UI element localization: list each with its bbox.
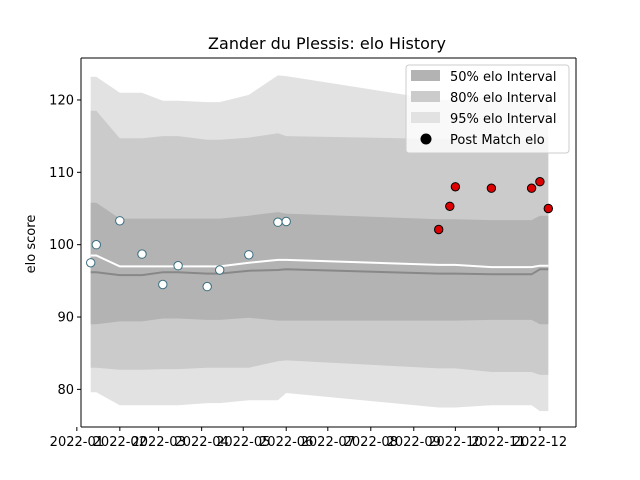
legend-label-1: 80% elo Interval (450, 91, 557, 106)
data-point-2022-03-04 (158, 279, 168, 290)
data-point-2022-02-01 (115, 216, 125, 226)
x-tick-label-2022-10: 2022-10 (428, 435, 482, 450)
data-point-2022-05-26 (273, 217, 283, 227)
y-tick-label-90: 90 (57, 311, 74, 326)
x-tick-label-2022-11: 2022-11 (471, 435, 525, 450)
data-point-2022-01-15 (91, 240, 102, 250)
x-tick-label-2022-09: 2022-09 (387, 435, 441, 450)
band-50 (90, 202, 549, 325)
x-tick-label-2022-01: 2022-01 (50, 435, 104, 450)
data-point-2022-04-05 (202, 281, 212, 292)
legend-box (405, 64, 570, 154)
x-tick-label-2022-06: 2022-06 (259, 435, 313, 450)
legend-swatch-2 (411, 112, 440, 123)
legend-swatch-0 (411, 70, 440, 81)
data-point-2022-04-14 (215, 265, 225, 275)
data-point-2022-09-19 (434, 224, 444, 235)
x-tick-label-2022-04: 2022-04 (174, 435, 228, 450)
chart-title: Zander du Plessis: elo History (208, 34, 446, 53)
data-point-2022-03-15 (173, 261, 183, 271)
x-tick-label-2022-02: 2022-02 (93, 435, 147, 450)
y-tick-label-80: 80 (57, 383, 74, 398)
legend-label-2: 95% elo Interval (450, 112, 557, 127)
data-point-2022-11-25 (526, 183, 537, 193)
x-tick-label-2022-12: 2022-12 (513, 435, 567, 450)
post-match-points (86, 177, 553, 292)
legend: 50% elo Interval 80% elo Interval 95% elo … (405, 64, 570, 154)
data-point-2022-10-27 (486, 183, 497, 193)
mean-line (90, 254, 549, 269)
data-point-2022-09-27 (445, 201, 455, 212)
median-line (90, 268, 549, 277)
y-tick-label-120: 120 (49, 93, 74, 108)
data-point-2022-02-17 (137, 249, 147, 259)
legend-marker-3 (420, 133, 432, 145)
data-point-2022-01-11 (86, 258, 96, 268)
y-tick-label-110: 110 (49, 166, 74, 181)
data-point-2022-12-07 (543, 203, 553, 214)
x-tick-label-2022-05: 2022-05 (216, 435, 270, 450)
x-tick-label-2022-07: 2022-07 (301, 435, 355, 450)
y-tick-label-100: 100 (49, 238, 74, 253)
legend-label-3: Post Match elo (450, 133, 545, 148)
x-tick-label-2022-08: 2022-08 (344, 435, 398, 450)
data-point-2022-05-05 (244, 250, 254, 260)
x-tick-label-2022-03: 2022-03 (131, 435, 185, 450)
interval-bands (90, 75, 549, 412)
y-axis-label: elo score (24, 215, 39, 274)
legend-swatch-1 (411, 91, 440, 102)
trend-lines (90, 254, 549, 277)
data-point-2022-12-01 (535, 177, 545, 187)
data-point-2022-10-01 (450, 182, 461, 192)
data-point-2022-06-01 (281, 216, 291, 227)
axes: 80901001101202022-012022-022022-032022-0… (49, 57, 577, 450)
plot-area (86, 75, 553, 412)
legend-label-0: 50% elo Interval (450, 70, 557, 85)
